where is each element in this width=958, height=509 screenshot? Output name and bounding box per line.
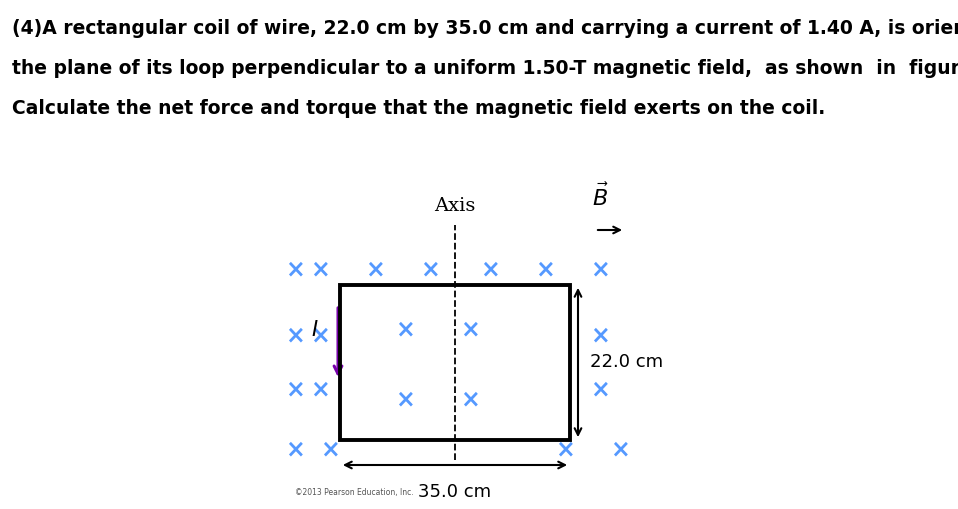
Text: ×: × xyxy=(310,323,330,347)
Text: ×: × xyxy=(285,378,305,402)
Text: ×: × xyxy=(285,438,305,462)
Text: ×: × xyxy=(395,318,415,342)
Text: 22.0 cm: 22.0 cm xyxy=(590,353,663,371)
Text: ×: × xyxy=(310,258,330,282)
Text: ×: × xyxy=(460,318,480,342)
Text: ×: × xyxy=(310,378,330,402)
Text: ×: × xyxy=(610,438,629,462)
Text: $I$: $I$ xyxy=(311,320,319,340)
Text: ×: × xyxy=(460,388,480,412)
Text: ×: × xyxy=(285,323,305,347)
Text: ×: × xyxy=(590,258,610,282)
Text: $\vec{B}$: $\vec{B}$ xyxy=(592,183,608,210)
Text: Axis: Axis xyxy=(434,197,476,215)
Text: Calculate the net force and torque that the magnetic field exerts on the coil.: Calculate the net force and torque that … xyxy=(12,99,825,118)
Text: ×: × xyxy=(480,258,500,282)
Text: ×: × xyxy=(555,438,575,462)
Text: ×: × xyxy=(536,258,555,282)
Text: 35.0 cm: 35.0 cm xyxy=(419,483,491,501)
Text: ×: × xyxy=(320,438,340,462)
Text: ×: × xyxy=(421,258,440,282)
Text: ×: × xyxy=(365,258,385,282)
Text: (4)A rectangular coil of wire, 22.0 cm by 35.0 cm and carrying a current of 1.40: (4)A rectangular coil of wire, 22.0 cm b… xyxy=(12,18,958,38)
Text: ©2013 Pearson Education, Inc.: ©2013 Pearson Education, Inc. xyxy=(295,488,414,497)
Bar xyxy=(340,285,570,440)
Text: ×: × xyxy=(285,258,305,282)
Text: ×: × xyxy=(395,388,415,412)
Text: ×: × xyxy=(590,378,610,402)
Text: ×: × xyxy=(590,323,610,347)
Text: the plane of its loop perpendicular to a uniform 1.50-T magnetic field,  as show: the plane of its loop perpendicular to a… xyxy=(12,59,958,77)
